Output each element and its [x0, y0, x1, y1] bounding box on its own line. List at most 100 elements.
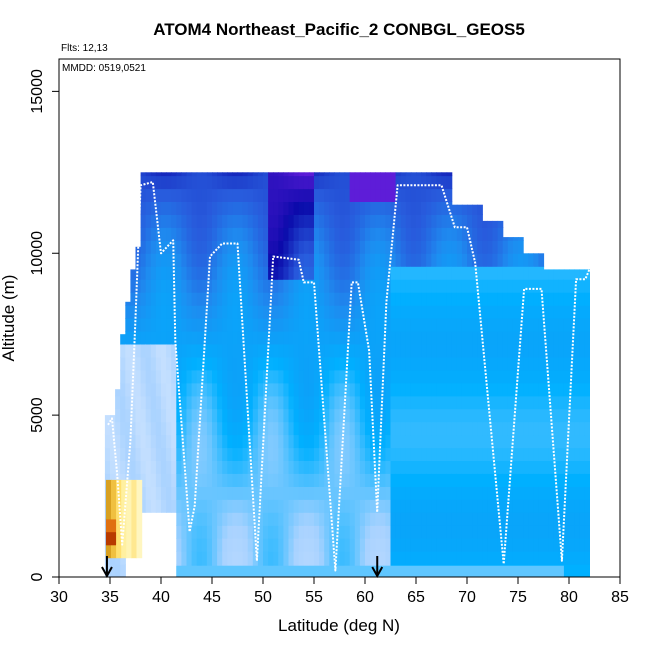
heat-cell — [222, 201, 228, 215]
heat-cell — [400, 382, 407, 397]
heat-cell — [288, 201, 295, 215]
heat-cell — [263, 512, 269, 526]
heat-cell — [421, 525, 427, 539]
heat-cell — [257, 253, 264, 267]
heat-cell — [319, 227, 325, 241]
heat-cell — [252, 188, 259, 202]
heat-cell — [467, 408, 473, 423]
heat-cell — [375, 447, 381, 461]
heat-cell — [528, 305, 534, 319]
heat-cell — [308, 512, 315, 526]
heat-cell — [293, 214, 300, 228]
heat-cell — [354, 434, 361, 449]
heat-cell — [329, 305, 335, 319]
heat-cell — [512, 473, 519, 487]
heat-cell — [212, 172, 218, 177]
heat-cell — [191, 447, 198, 461]
heat-cell — [518, 240, 524, 254]
y-axis-label: Altitude (m) — [0, 275, 18, 362]
heat-cell — [548, 331, 555, 345]
heat-cell — [354, 551, 361, 565]
heat-cell — [263, 343, 269, 358]
heat-cell — [461, 473, 468, 487]
heat-cell — [416, 499, 422, 513]
heat-cell — [507, 305, 514, 319]
heat-cell — [574, 564, 580, 577]
heat-cell — [497, 395, 504, 410]
heat-cell — [502, 253, 509, 267]
heat-cell — [405, 369, 412, 384]
heat-cell — [278, 551, 284, 565]
heat-cell — [492, 499, 499, 513]
heat-cell — [395, 369, 402, 384]
heat-cell — [359, 172, 366, 177]
heat-cell — [553, 538, 560, 552]
heat-cell — [538, 473, 545, 487]
heat-cell — [451, 356, 458, 371]
heat-cell — [359, 175, 366, 190]
heat-cell — [574, 538, 580, 552]
heat-cell — [456, 538, 463, 552]
heat-cell — [349, 421, 356, 436]
heat-cell — [181, 538, 188, 552]
heat-cell — [421, 434, 427, 449]
heat-cell — [385, 473, 392, 487]
heat-cell — [538, 460, 545, 474]
heat-cell — [436, 279, 443, 293]
heat-cell — [334, 486, 341, 500]
heat-cell — [334, 538, 341, 552]
heat-cell — [186, 421, 193, 436]
heat-cell — [126, 492, 132, 507]
heat-cell — [217, 499, 223, 513]
heat-cell — [150, 201, 157, 215]
heat-cell — [222, 253, 228, 267]
heat-cell — [426, 499, 432, 513]
heat-cell — [263, 473, 269, 487]
heat-cell — [217, 331, 223, 345]
heat-cell — [359, 512, 366, 526]
heat-cell — [334, 253, 341, 267]
heat-cell — [344, 305, 351, 319]
heat-cell — [288, 266, 295, 280]
heat-cell — [512, 279, 519, 293]
flight-track-line — [107, 181, 591, 572]
heat-cell — [533, 331, 539, 345]
heat-cell — [390, 460, 397, 474]
heat-cell — [477, 292, 483, 306]
heat-cell — [115, 421, 121, 436]
heat-cell — [186, 395, 193, 410]
heat-cell — [446, 253, 453, 267]
x-tick-label: 55 — [305, 589, 323, 606]
heat-cell — [344, 331, 351, 345]
heat-cell — [247, 175, 254, 190]
heat-cell — [237, 447, 244, 461]
heat-cell — [293, 395, 300, 410]
heat-cell — [349, 512, 356, 526]
heat-cell — [359, 369, 366, 384]
heat-cell — [319, 434, 325, 449]
heat-cell — [344, 551, 351, 565]
heat-cell — [365, 551, 371, 565]
heat-cell — [344, 175, 351, 190]
heat-cell — [181, 408, 188, 423]
heat-cell — [395, 253, 402, 267]
heat-cell — [482, 447, 488, 461]
heat-cell — [181, 382, 188, 397]
heat-cell — [263, 538, 269, 552]
heat-cell — [121, 492, 127, 507]
heat-cell — [150, 214, 157, 228]
heat-cell — [487, 486, 494, 500]
heat-cell — [237, 434, 244, 449]
heat-cell — [543, 369, 550, 384]
heat-cell — [461, 538, 468, 552]
heat-cell — [273, 305, 279, 319]
heat-cell — [543, 279, 550, 293]
heat-cell — [426, 240, 432, 254]
heat-cell — [344, 292, 351, 306]
heat-cell — [497, 343, 504, 358]
heat-cell — [563, 269, 570, 280]
heat-cell — [176, 214, 182, 228]
heat-cell — [303, 421, 310, 436]
heat-cell — [247, 369, 254, 384]
heat-cell — [365, 538, 371, 552]
